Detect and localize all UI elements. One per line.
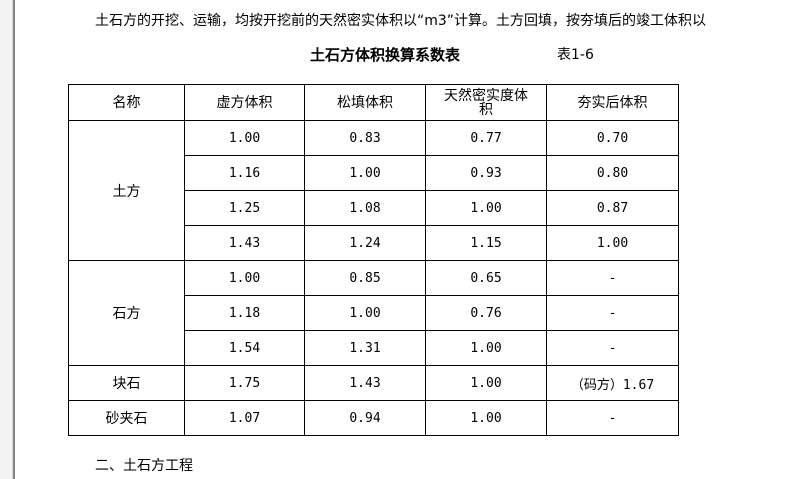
table-cell: 0.87 <box>546 190 679 226</box>
table-cell: 0.76 <box>425 295 547 331</box>
table-cell: - <box>546 400 679 436</box>
table-row: 1.16 1.00 0.93 0.80 <box>69 155 679 191</box>
table-cell: 0.93 <box>425 155 547 191</box>
table-cell: 1.00 <box>184 120 305 156</box>
table-cell: 1.00 <box>425 330 547 366</box>
header-name: 名称 <box>68 84 185 121</box>
table-cell: 0.83 <box>304 120 426 156</box>
table-title: 土石方体积换算系数表 <box>310 46 461 64</box>
row-group-name: 块石 <box>68 365 185 401</box>
table-cell: 1.25 <box>184 190 305 226</box>
table-cell: 0.77 <box>425 120 547 156</box>
table-cell: 1.31 <box>304 330 426 366</box>
table-cell: （码方）1.67 <box>546 365 679 401</box>
table-row: 土方 1.00 0.83 0.77 0.70 <box>68 120 679 261</box>
table-row: 1.54 1.31 1.00- <box>69 330 679 366</box>
table-cell: 0.80 <box>546 155 679 191</box>
table-cell: 1.08 <box>304 190 426 226</box>
paragraph: 土石方的开挖、运输，均按开挖前的天然密实体积以“m3”计算。土方回填，按夯填后的… <box>95 13 707 29</box>
table-cell: 1.54 <box>184 330 305 366</box>
table-cell: 1.07 <box>184 400 305 436</box>
table-cell: 1.00 <box>546 225 679 261</box>
table-row: 1.18 1.00 0.76- <box>69 295 679 331</box>
table-cell: 1.15 <box>425 225 547 261</box>
table-cell: 1.43 <box>184 225 305 261</box>
table-cell: 0.65 <box>425 260 547 296</box>
table-cell: 0.70 <box>546 120 679 156</box>
header-compacted: 夯实后体积 <box>546 84 679 121</box>
row-group-name: 砂夹石 <box>68 400 185 436</box>
table-cell: 1.00 <box>425 400 547 436</box>
table-cell: - <box>546 295 679 331</box>
table-cell: 0.85 <box>304 260 426 296</box>
table-row: 1.25 1.08 1.00 0.87 <box>69 190 679 226</box>
table-number: 表1-6 <box>557 47 594 63</box>
section-heading: 二、土石方工程 <box>95 458 193 474</box>
table-row: 砂夹石 1.07 0.94 1.00- <box>68 400 679 436</box>
table-cell: 1.00 <box>304 155 426 191</box>
table-cell: 1.18 <box>184 295 305 331</box>
table-row: 石方 1.00 0.85 0.65- <box>68 260 679 366</box>
row-group-name: 土方 <box>68 120 185 261</box>
table-cell: 1.00 <box>425 365 547 401</box>
left-margin <box>0 0 13 479</box>
table-row: 块石 1.75 1.43 1.00 （码方）1.67 <box>68 365 679 401</box>
table-cell: 1.00 <box>425 190 547 226</box>
table-cell: 1.75 <box>184 365 305 401</box>
table-row: 1.43 1.24 1.15 1.00 <box>69 225 679 261</box>
table-cell: 1.00 <box>184 260 305 296</box>
header-natural: 天然密实度体积 <box>425 84 547 121</box>
table-cell: 1.16 <box>184 155 305 191</box>
row-group-name: 石方 <box>68 260 185 366</box>
header-loose-fill: 松填体积 <box>304 84 426 121</box>
table-cell: - <box>546 330 679 366</box>
table-cell: - <box>546 260 679 296</box>
conversion-table: 名称 虚方体积 松填体积 天然密实度体积 夯实后体积 土方 1.00 0.83 0.7… <box>68 84 679 436</box>
table-cell: 1.24 <box>304 225 426 261</box>
table-cell: 0.94 <box>304 400 426 436</box>
page-border <box>13 0 15 479</box>
header-loose: 虚方体积 <box>184 84 305 121</box>
table-cell: 1.43 <box>304 365 426 401</box>
table-cell: 1.00 <box>304 295 426 331</box>
